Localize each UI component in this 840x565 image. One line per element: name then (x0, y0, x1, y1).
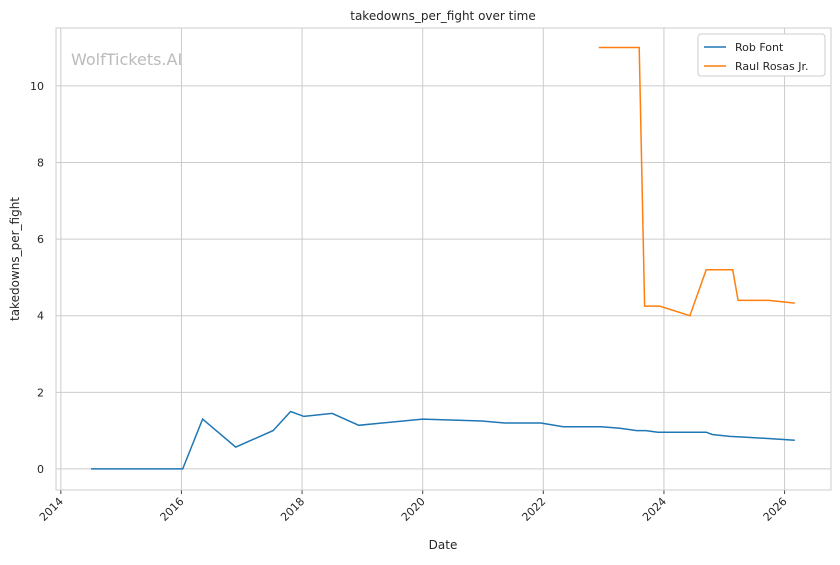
legend-frame (697, 33, 826, 77)
x-tick-label: 2024 (640, 495, 669, 524)
y-tick-label: 4 (37, 310, 44, 323)
x-tick-label: 2022 (519, 495, 548, 524)
y-tick-label: 10 (30, 80, 44, 93)
chart-title: takedowns_per_fight over time (350, 9, 536, 23)
y-tick-label: 8 (37, 156, 44, 169)
y-axis-label: takedowns_per_fight (8, 197, 22, 321)
x-tick-label: 2018 (278, 495, 307, 524)
y-tick-label: 2 (37, 386, 44, 399)
x-tick-label: 2026 (761, 495, 790, 524)
x-tick-label: 2016 (158, 495, 187, 524)
y-tick-label: 6 (37, 233, 44, 246)
legend-label: Rob Font (735, 41, 784, 54)
x-tick-label: 2020 (399, 495, 428, 524)
y-tick-label: 0 (37, 463, 44, 476)
series-line-raul-rosas-jr- (598, 46, 795, 317)
legend-label: Raul Rosas Jr. (735, 60, 809, 73)
x-tick-label: 2014 (37, 495, 66, 524)
watermark: WolfTickets.AI (71, 50, 182, 69)
series-line-rob-font (91, 410, 795, 470)
legend: Rob Font Raul Rosas Jr. (697, 33, 826, 77)
plot-frame (55, 27, 832, 491)
x-axis-label: Date (429, 538, 458, 552)
